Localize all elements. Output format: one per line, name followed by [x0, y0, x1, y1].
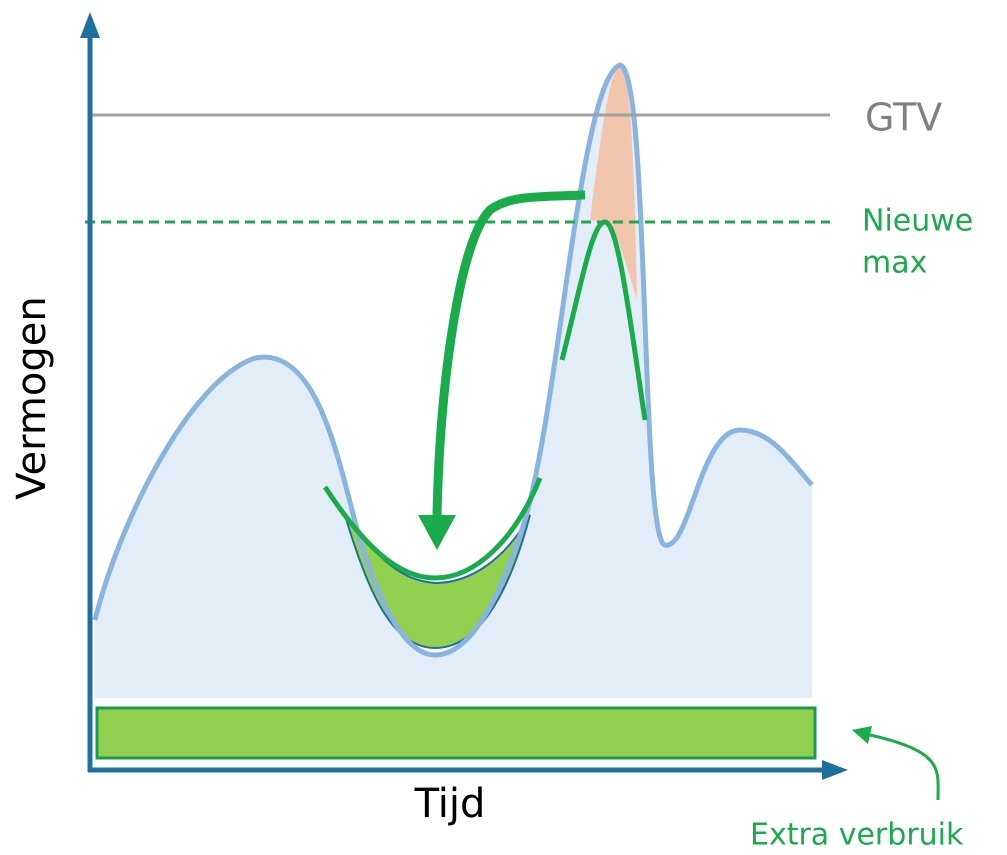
new-max-label: Nieuwe — [862, 204, 973, 239]
shift-arrowhead — [418, 515, 456, 550]
peak-fill — [590, 65, 637, 300]
new-max-label: max — [862, 246, 927, 281]
load-curve — [92, 62, 814, 658]
shift-arrow — [432, 190, 586, 516]
gtv-label: GTV — [865, 96, 942, 140]
x-axis-label: Tijd — [414, 781, 486, 827]
extra-pointer-head — [852, 726, 872, 744]
extra-pointer — [869, 733, 940, 801]
x-arrowhead — [822, 760, 848, 780]
extra-label: Extra verbruik — [750, 818, 964, 853]
extra-bar — [95, 706, 817, 760]
y-axis-label: Vermogen — [9, 296, 55, 499]
shifted-curve — [322, 477, 543, 581]
y-arrowhead — [80, 12, 100, 38]
